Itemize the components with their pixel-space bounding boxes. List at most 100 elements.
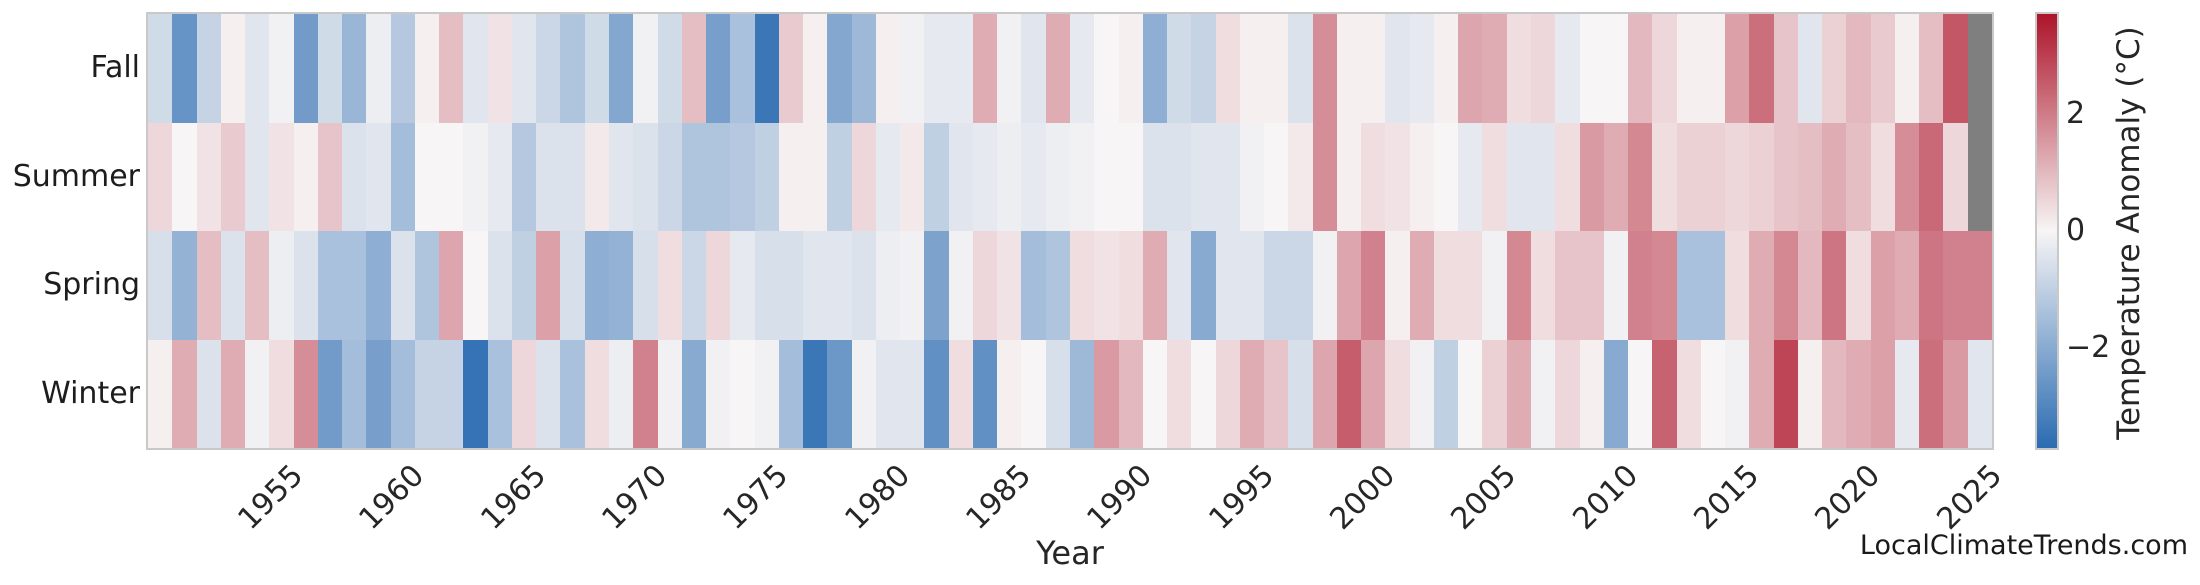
heatmap-grid (148, 14, 1992, 448)
heatmap-cell (1506, 231, 1531, 340)
heatmap-cell (1603, 14, 1629, 123)
heatmap-cell (730, 231, 755, 340)
heatmap-cell (1628, 339, 1653, 448)
heatmap-cell (1239, 339, 1265, 448)
heatmap-cell (1385, 231, 1410, 340)
heatmap-cell (1579, 14, 1604, 123)
heatmap-cell (1264, 14, 1289, 123)
heatmap-cell (1773, 231, 1798, 340)
heatmap-cell (1409, 14, 1434, 123)
heatmap-cell (1846, 339, 1871, 448)
heatmap-cell (390, 339, 415, 448)
heatmap-cell (609, 122, 634, 231)
heatmap-cell (1167, 339, 1192, 448)
heatmap-cell (1167, 122, 1192, 231)
heatmap-cell (1797, 14, 1823, 123)
heatmap-cell (924, 14, 949, 123)
heatmap-cell (900, 339, 925, 448)
heatmap-cell (390, 231, 415, 340)
heatmap-cell (875, 122, 901, 231)
heatmap-cell (560, 231, 585, 340)
heatmap-cell (1045, 122, 1070, 231)
heatmap-cell (245, 122, 270, 231)
heatmap-cell (1919, 14, 1944, 123)
heatmap-cell (390, 14, 415, 123)
heatmap-cell (1531, 339, 1556, 448)
heatmap-cell (1894, 339, 1920, 448)
heatmap-cell (1870, 122, 1895, 231)
heatmap-cell (1822, 339, 1847, 448)
heatmap-cell (342, 339, 367, 448)
heatmap-cell (1482, 339, 1507, 448)
heatmap-cell (851, 231, 876, 340)
heatmap-cell (1628, 14, 1653, 123)
heatmap-cell (269, 339, 294, 448)
heatmap-cell (609, 231, 634, 340)
heatmap-cell (414, 231, 440, 340)
heatmap-cell (851, 14, 876, 123)
heatmap-cell (706, 14, 731, 123)
heatmap-cell (803, 339, 828, 448)
heatmap-cell (560, 14, 585, 123)
heatmap-cell (584, 339, 609, 448)
heatmap-cell (1749, 122, 1774, 231)
heatmap-cell (827, 14, 852, 123)
heatmap-cell (1725, 231, 1750, 340)
heatmap-cell (1749, 14, 1774, 123)
heatmap-cell (1967, 339, 1992, 448)
heatmap-cell (1142, 14, 1168, 123)
heatmap-cell (1482, 122, 1507, 231)
heatmap-cell (972, 14, 998, 123)
heatmap-cell (1797, 231, 1823, 340)
heatmap-cell (657, 339, 682, 448)
heatmap-cell (366, 14, 391, 123)
heatmap-cell (1312, 122, 1337, 231)
heatmap-cell (245, 231, 270, 340)
heatmap-cell (1458, 231, 1483, 340)
heatmap-cell (1385, 122, 1410, 231)
heatmap-cell (1142, 339, 1168, 448)
heatmap-cell (1264, 339, 1289, 448)
heatmap-cell (948, 122, 973, 231)
heatmap-cell (196, 339, 221, 448)
heatmap-cell (1531, 14, 1556, 123)
heatmap-cell (1652, 122, 1677, 231)
heatmap-cell (1846, 14, 1871, 123)
heatmap-cell (317, 14, 343, 123)
heatmap-cell (1555, 231, 1580, 340)
heatmap-cell (536, 14, 561, 123)
heatmap-cell (1676, 339, 1701, 448)
heatmap-cell (1118, 14, 1143, 123)
heatmap-cell (1433, 231, 1459, 340)
heatmap-cell (1894, 231, 1920, 340)
heatmap-cell (778, 122, 804, 231)
heatmap-cell (1822, 122, 1847, 231)
heatmap-cell (1239, 14, 1265, 123)
heatmap-cell (1773, 14, 1798, 123)
heatmap-cell (1870, 14, 1895, 123)
heatmap-cell (1215, 339, 1240, 448)
heatmap-cell (681, 231, 707, 340)
heatmap-cell (1579, 122, 1604, 231)
heatmap-cell (1070, 122, 1095, 231)
heatmap-cell (269, 122, 294, 231)
heatmap-cell (1967, 122, 1992, 231)
heatmap-cell (487, 231, 512, 340)
heatmap-cell (1433, 122, 1459, 231)
row-label-spring: Spring (43, 267, 140, 302)
heatmap-cell (1288, 14, 1313, 123)
heatmap-cell (778, 231, 804, 340)
heatmap-cell (536, 122, 561, 231)
heatmap-cell (1652, 339, 1677, 448)
heatmap-cell (1919, 231, 1944, 340)
heatmap-cell (609, 339, 634, 448)
heatmap-cell (148, 122, 173, 231)
heatmap-cell (1579, 231, 1604, 340)
heatmap-cell (1070, 231, 1095, 340)
heatmap-cell (536, 339, 561, 448)
heatmap-cell (1409, 122, 1434, 231)
heatmap-cell (948, 14, 973, 123)
heatmap-cell (584, 14, 609, 123)
heatmap-cell (972, 339, 998, 448)
heatmap-cell (1652, 231, 1677, 340)
